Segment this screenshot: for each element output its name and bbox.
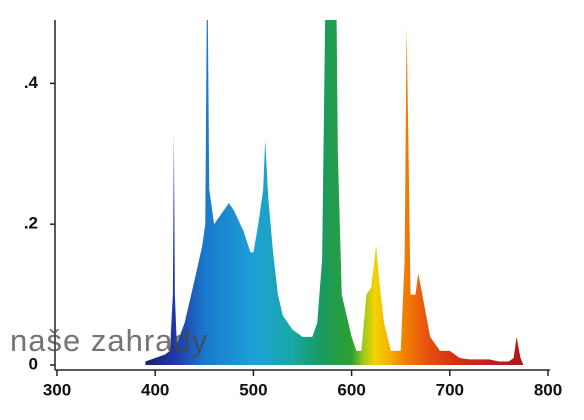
watermark: naše zahrady (10, 323, 208, 358)
x-tick-label: 500 (239, 380, 267, 399)
x-tick-label: 300 (43, 380, 71, 399)
x-tick-label: 800 (534, 380, 562, 399)
x-tick-label: 600 (337, 380, 365, 399)
y-tick-label: .4 (24, 73, 39, 92)
y-tick-label: 0 (29, 354, 38, 373)
spectrum-area (145, 20, 524, 365)
x-tick-label: 700 (436, 380, 464, 399)
x-tick-label: 400 (141, 380, 169, 399)
y-tick-label: .2 (24, 214, 38, 233)
